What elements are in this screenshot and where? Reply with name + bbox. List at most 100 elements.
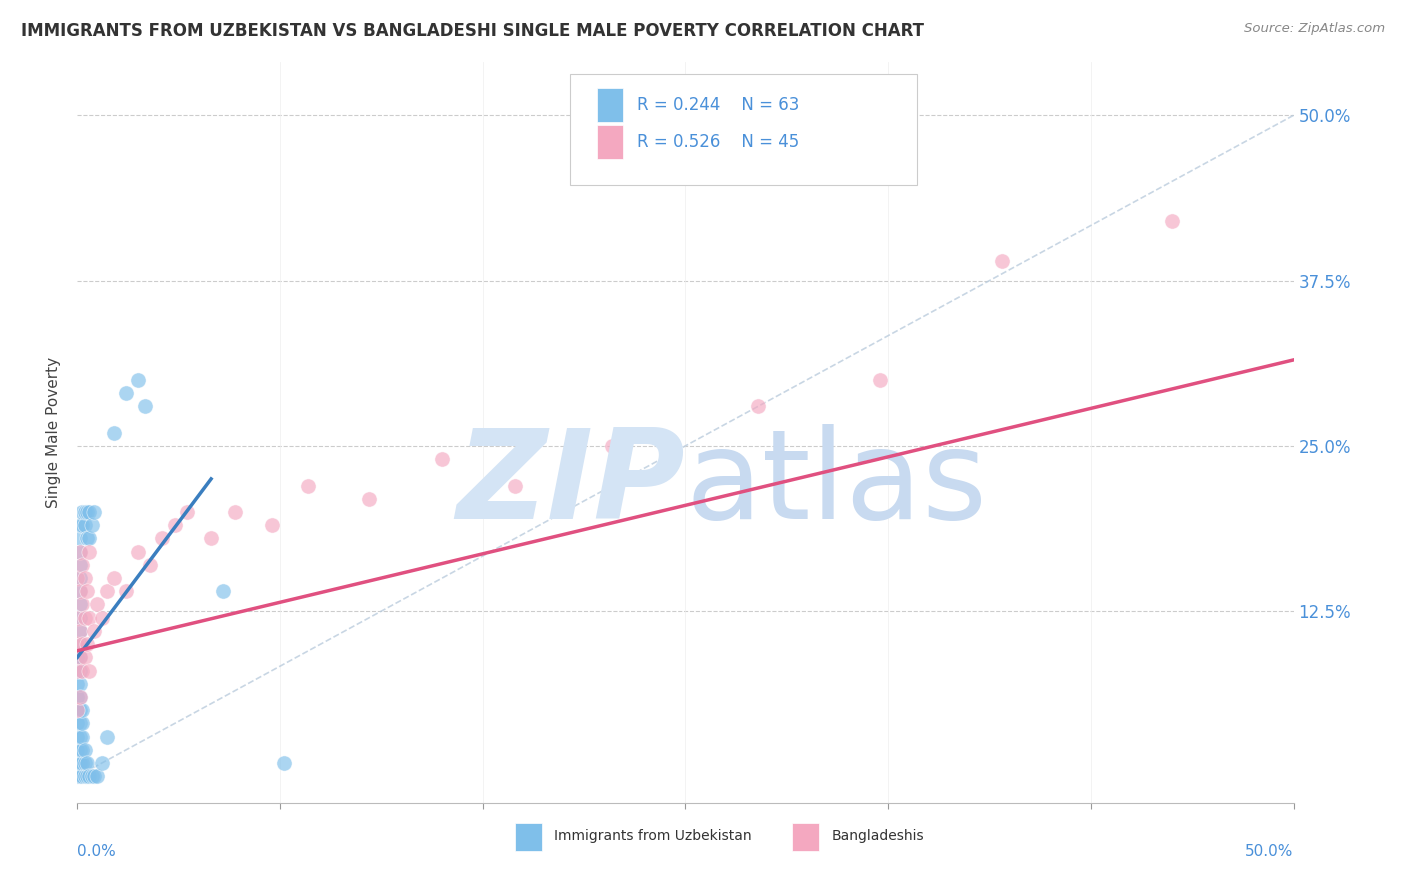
Point — [69, 624, 91, 638]
Point — [66, 677, 89, 691]
Point — [69, 571, 91, 585]
FancyBboxPatch shape — [596, 88, 623, 121]
Point — [73, 769, 96, 783]
Point — [69, 532, 91, 546]
Point — [73, 743, 96, 757]
Point — [79, 611, 101, 625]
Point — [76, 769, 98, 783]
Point — [69, 703, 91, 717]
Point — [80, 769, 103, 783]
Point — [273, 756, 295, 771]
Point — [66, 730, 89, 744]
Point — [69, 624, 91, 638]
Point — [66, 664, 89, 678]
Point — [73, 571, 96, 585]
Point — [69, 584, 91, 599]
Point — [70, 756, 93, 771]
Point — [70, 703, 93, 717]
Point — [503, 478, 526, 492]
Text: 0.0%: 0.0% — [77, 844, 117, 858]
Text: atlas: atlas — [686, 424, 987, 545]
Point — [70, 716, 93, 731]
Point — [127, 373, 149, 387]
Point — [224, 505, 246, 519]
Point — [70, 598, 93, 612]
Point — [260, 518, 283, 533]
Point — [127, 544, 149, 558]
Text: Immigrants from Uzbekistan: Immigrants from Uzbekistan — [554, 830, 752, 843]
Point — [115, 584, 138, 599]
Text: Bangladeshis: Bangladeshis — [831, 830, 924, 843]
Point — [76, 756, 98, 771]
Text: R = 0.526    N = 45: R = 0.526 N = 45 — [637, 134, 799, 152]
Point — [73, 611, 96, 625]
Point — [66, 664, 89, 678]
Point — [76, 584, 98, 599]
Text: 50.0%: 50.0% — [1246, 844, 1294, 858]
Point — [79, 544, 101, 558]
Point — [69, 690, 91, 704]
Point — [66, 703, 89, 717]
Point — [70, 558, 93, 572]
Point — [90, 611, 112, 625]
Point — [212, 584, 235, 599]
Y-axis label: Single Male Poverty: Single Male Poverty — [46, 357, 62, 508]
Point — [103, 425, 125, 440]
Point — [76, 532, 98, 546]
Point — [79, 532, 101, 546]
Point — [359, 491, 381, 506]
Point — [176, 505, 198, 519]
Point — [297, 478, 319, 492]
Point — [66, 690, 89, 704]
Point — [69, 544, 91, 558]
Point — [73, 650, 96, 665]
Point — [83, 624, 105, 638]
Point — [83, 769, 105, 783]
Point — [66, 756, 89, 771]
Point — [69, 650, 91, 665]
Point — [66, 637, 89, 651]
Point — [70, 769, 93, 783]
Point — [69, 756, 91, 771]
Text: IMMIGRANTS FROM UZBEKISTAN VS BANGLADESHI SINGLE MALE POVERTY CORRELATION CHART: IMMIGRANTS FROM UZBEKISTAN VS BANGLADESH… — [21, 22, 924, 40]
Point — [70, 637, 93, 651]
Point — [73, 756, 96, 771]
Point — [66, 716, 89, 731]
Text: ZIP: ZIP — [457, 424, 686, 545]
Point — [73, 505, 96, 519]
Point — [73, 518, 96, 533]
Point — [86, 598, 108, 612]
Point — [69, 584, 91, 599]
Point — [70, 518, 93, 533]
Point — [76, 505, 98, 519]
Point — [83, 505, 105, 519]
Point — [602, 439, 624, 453]
Point — [430, 452, 453, 467]
Point — [1161, 214, 1184, 228]
Point — [70, 664, 93, 678]
Point — [69, 716, 91, 731]
Point — [69, 598, 91, 612]
Text: Source: ZipAtlas.com: Source: ZipAtlas.com — [1244, 22, 1385, 36]
FancyBboxPatch shape — [596, 126, 623, 159]
Text: R = 0.244    N = 63: R = 0.244 N = 63 — [637, 96, 799, 114]
Point — [79, 505, 101, 519]
Point — [69, 677, 91, 691]
Point — [990, 253, 1012, 268]
Point — [134, 399, 156, 413]
Point — [115, 386, 138, 401]
Point — [103, 571, 125, 585]
Point — [66, 571, 89, 585]
Point — [152, 532, 174, 546]
Point — [69, 743, 91, 757]
Point — [66, 650, 89, 665]
Point — [139, 558, 162, 572]
Point — [747, 399, 769, 413]
Point — [66, 769, 89, 783]
Point — [200, 532, 222, 546]
Point — [80, 518, 103, 533]
Point — [79, 664, 101, 678]
Point — [96, 584, 118, 599]
Point — [96, 730, 118, 744]
Point — [69, 637, 91, 651]
